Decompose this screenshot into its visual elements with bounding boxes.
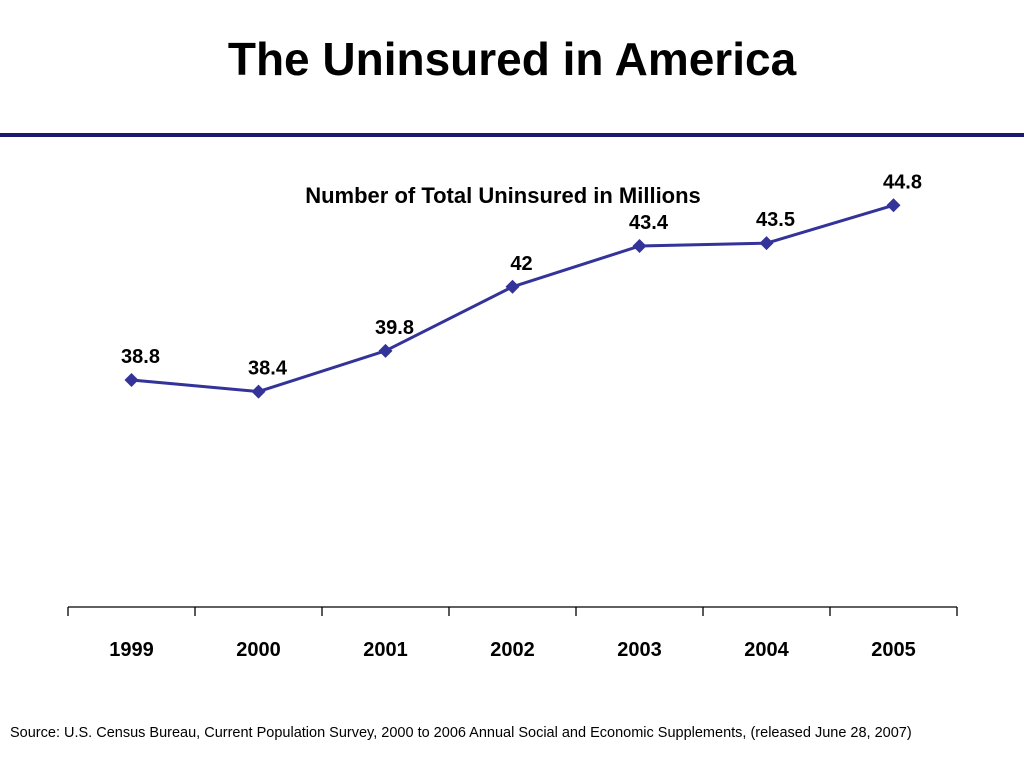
x-tick-label: 2000 — [236, 639, 281, 661]
series-group: 38.8 38.4 39.8 42 43.4 43.5 44.8 — [121, 171, 922, 399]
data-label: 42 — [510, 253, 532, 275]
title-divider-bar — [0, 133, 1024, 137]
data-label: 38.8 — [121, 346, 160, 368]
source-note: Source: U.S. Census Bureau, Current Popu… — [10, 725, 912, 741]
data-point-marker — [632, 239, 647, 254]
chart-title: Number of Total Uninsured in Millions — [305, 183, 701, 208]
data-label: 38.4 — [248, 358, 288, 380]
x-tick-label: 2004 — [744, 639, 789, 661]
x-tick-label: 2003 — [617, 639, 662, 661]
series-line — [131, 203, 894, 394]
x-tick-label: 2001 — [363, 639, 408, 661]
data-point-marker — [124, 372, 139, 387]
data-point-marker — [759, 236, 774, 251]
x-tick-label: 2002 — [490, 639, 535, 661]
x-tick-label: 1999 — [109, 639, 154, 661]
x-axis: 1999 2000 2001 2002 2003 2004 2005 — [67, 606, 958, 661]
data-label: 44.8 — [883, 171, 922, 193]
x-tick-label: 2005 — [871, 639, 916, 661]
data-point-marker — [378, 343, 393, 358]
data-label: 39.8 — [375, 317, 414, 339]
data-label: 43.4 — [629, 212, 669, 234]
slide-title: The Uninsured in America — [227, 33, 797, 85]
data-point-marker — [251, 384, 266, 399]
data-label: 43.5 — [756, 209, 795, 231]
title-divider — [0, 133, 1024, 137]
data-point-marker — [505, 279, 520, 294]
data-point-marker — [886, 198, 901, 213]
